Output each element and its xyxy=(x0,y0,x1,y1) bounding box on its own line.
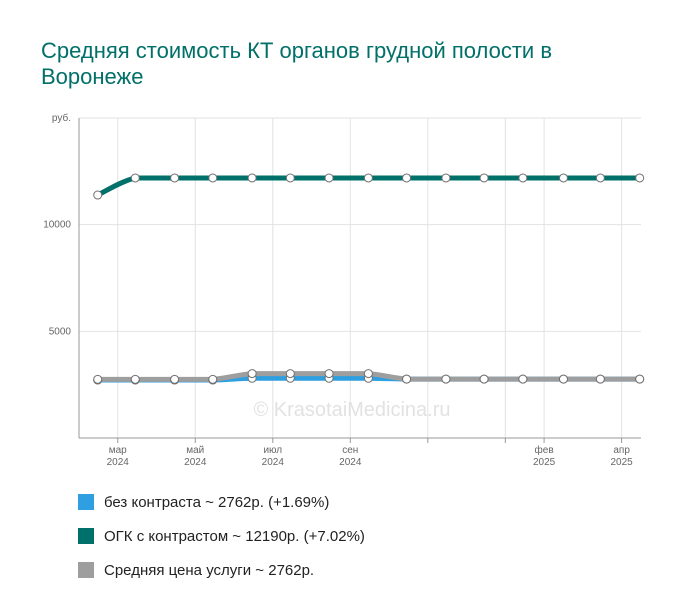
legend-swatch xyxy=(78,528,94,544)
data-point[interactable] xyxy=(285,173,295,183)
x-tick-label: апр xyxy=(613,445,630,456)
legend-swatch xyxy=(78,562,94,578)
data-point[interactable] xyxy=(170,374,180,384)
axes: 500010000руб.мар2024май2024июл2024сен202… xyxy=(43,112,641,468)
data-point[interactable] xyxy=(130,374,140,384)
data-point[interactable] xyxy=(441,173,451,183)
legend-label: Средняя цена услуги ~ 2762р. xyxy=(104,561,315,579)
x-tick-label: сен xyxy=(342,445,358,456)
data-point[interactable] xyxy=(595,173,605,183)
data-point[interactable] xyxy=(635,374,645,384)
x-tick-label-year: 2025 xyxy=(610,457,633,468)
legend-item[interactable]: без контраста ~ 2762р. (+1.69%) xyxy=(78,485,365,519)
data-point[interactable] xyxy=(635,173,645,183)
data-point[interactable] xyxy=(130,173,140,183)
x-tick-label: фев xyxy=(535,444,554,456)
data-point[interactable] xyxy=(247,369,257,379)
grid-lines xyxy=(79,117,641,438)
chart-title: Средняя стоимость КТ органов грудной пол… xyxy=(41,38,553,89)
data-point[interactable] xyxy=(363,369,373,379)
x-tick-label: май xyxy=(186,445,204,456)
data-point[interactable] xyxy=(208,374,218,384)
data-point[interactable] xyxy=(93,190,103,200)
data-point[interactable] xyxy=(208,173,218,183)
data-point[interactable] xyxy=(324,173,334,183)
data-point[interactable] xyxy=(402,374,412,384)
data-point[interactable] xyxy=(285,369,295,379)
legend-label: ОГК с контрастом ~ 12190р. (+7.02%) xyxy=(104,527,365,545)
y-tick-label: 10000 xyxy=(43,220,71,231)
x-tick-label: мар xyxy=(109,445,127,456)
watermark-text: © KrasotaiMedicina.ru xyxy=(253,399,450,421)
data-point[interactable] xyxy=(558,374,568,384)
y-tick-label: 5000 xyxy=(49,326,72,337)
data-point[interactable] xyxy=(479,374,489,384)
x-tick-label-year: 2024 xyxy=(339,457,362,468)
data-point[interactable] xyxy=(363,173,373,183)
data-point[interactable] xyxy=(479,173,489,183)
data-point[interactable] xyxy=(247,173,257,183)
x-tick-label-year: 2024 xyxy=(262,457,285,468)
data-point[interactable] xyxy=(402,173,412,183)
data-point[interactable] xyxy=(170,173,180,183)
x-tick-label: июл xyxy=(263,445,282,456)
x-tick-label-year: 2024 xyxy=(184,457,207,468)
y-tick-label: руб. xyxy=(52,112,71,124)
x-tick-label-year: 2024 xyxy=(107,457,130,468)
data-point[interactable] xyxy=(441,374,451,384)
legend-item[interactable]: ОГК с контрастом ~ 12190р. (+7.02%) xyxy=(78,519,365,553)
data-point[interactable] xyxy=(518,173,528,183)
data-point[interactable] xyxy=(595,374,605,384)
data-point[interactable] xyxy=(324,369,334,379)
series-points xyxy=(93,173,645,385)
data-point[interactable] xyxy=(93,374,103,384)
legend-item[interactable]: Средняя цена услуги ~ 2762р. xyxy=(78,553,365,587)
series-lines xyxy=(95,175,643,383)
legend-label: без контраста ~ 2762р. (+1.69%) xyxy=(104,493,330,511)
chart-legend: без контраста ~ 2762р. (+1.69%) ОГК с ко… xyxy=(78,485,365,587)
data-point[interactable] xyxy=(518,374,528,384)
legend-swatch xyxy=(78,494,94,510)
line-chart: 500010000руб.мар2024май2024июл2024сен202… xyxy=(43,112,645,468)
data-point[interactable] xyxy=(558,173,568,183)
x-tick-label-year: 2025 xyxy=(533,457,556,468)
